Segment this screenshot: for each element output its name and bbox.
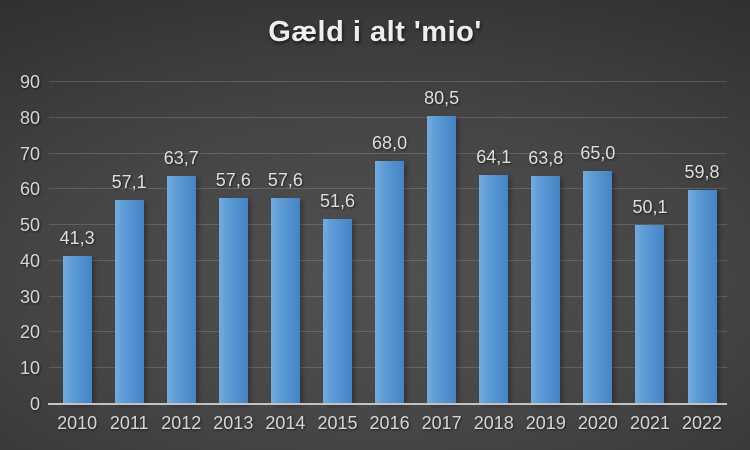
bar-value-label: 57,6 <box>267 169 303 190</box>
bar-2017[interactable] <box>427 116 457 404</box>
bar-2012[interactable] <box>166 176 196 404</box>
gridline <box>49 116 727 118</box>
gridline <box>49 81 727 82</box>
x-axis-label: 2021 <box>629 413 670 433</box>
y-axis-label: 80 <box>19 107 40 128</box>
x-axis-label: 2017 <box>421 413 462 433</box>
x-axis-label: 2022 <box>682 413 723 433</box>
bar-2013[interactable] <box>218 197 248 404</box>
y-axis-label: 30 <box>19 286 40 307</box>
x-axis-label: 2015 <box>317 413 358 433</box>
y-axis-label: 60 <box>19 179 40 200</box>
bar-value-label: 59,8 <box>684 162 720 183</box>
x-axis-label: 2013 <box>213 413 254 433</box>
y-axis-label: 70 <box>19 143 40 164</box>
x-axis-label: 2016 <box>369 413 410 433</box>
bar-2022[interactable] <box>687 190 717 404</box>
y-axis-label: 40 <box>19 250 40 271</box>
x-axis-label: 2014 <box>265 413 306 433</box>
x-axis-label: 2020 <box>577 413 618 433</box>
bar-value-label: 63,8 <box>528 147 564 168</box>
bar-value-label: 51,6 <box>319 191 356 212</box>
bar-2010[interactable] <box>62 256 92 404</box>
x-axis-label: 2019 <box>525 413 566 433</box>
gridline <box>49 152 727 154</box>
bar-2019[interactable] <box>531 175 561 404</box>
chart-title: Gæld i alt 'mio' <box>268 16 482 48</box>
bar-2021[interactable] <box>635 224 665 404</box>
y-axis-label: 20 <box>19 322 40 343</box>
y-axis-label: 0 <box>29 394 40 414</box>
y-axis-label: 50 <box>19 215 40 236</box>
x-axis-line <box>48 403 727 405</box>
bar-value-label: 57,6 <box>215 169 251 190</box>
bar-2018[interactable] <box>479 174 509 404</box>
x-axis-label: 2012 <box>161 413 202 433</box>
bar-value-label: 50,1 <box>632 196 668 217</box>
bar-2015[interactable] <box>323 219 352 404</box>
x-axis-label: 2011 <box>109 413 149 433</box>
y-axis-label: 90 <box>19 72 40 92</box>
x-axis-label: 2018 <box>473 413 514 433</box>
bar-value-label: 64,1 <box>476 146 512 167</box>
bar-value-label: 57,1 <box>111 171 147 192</box>
bar-2014[interactable] <box>270 197 300 404</box>
bar-value-label: 65,0 <box>580 143 616 164</box>
bar-2020[interactable] <box>583 171 613 404</box>
bar-2016[interactable] <box>375 160 405 404</box>
bar-value-label: 63,7 <box>163 148 199 169</box>
bar-2011[interactable] <box>114 199 144 404</box>
y-axis-label: 10 <box>19 358 40 379</box>
bar-value-label: 68,0 <box>372 132 408 153</box>
plot-area: 41,3 57,1 63,7 57,6 57,6 51,6 68,0 80,5 64,1 63,8… <box>48 81 727 405</box>
bar-value-label: 80,5 <box>424 88 460 108</box>
bar-value-label: 41,3 <box>59 228 95 249</box>
x-axis-label: 2010 <box>57 413 98 433</box>
x-axis: 2010 2011 2012 2013 2014 2015 2016 2017 2018 2019… <box>0 411 750 435</box>
